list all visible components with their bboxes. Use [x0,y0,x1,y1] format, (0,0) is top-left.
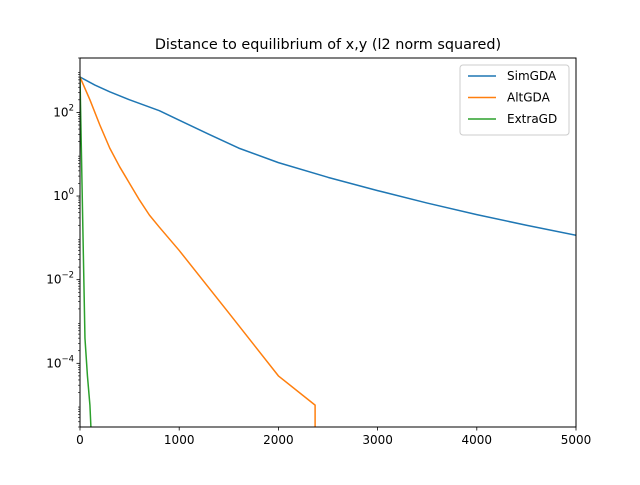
legend-box [459,64,570,136]
legend: SimGDA AltGDA ExtraGD [459,64,570,136]
series-line-extragd [80,77,92,427]
series-layer [80,76,576,427]
x-axis: 0 1000 2000 3000 4000 5000 [76,427,591,447]
x-tick-label: 3000 [362,433,393,447]
y-tick-label: 10−2 [46,271,74,287]
y-axis: 102 100 10−2 10−4 [46,57,80,428]
x-tick-label: 1000 [164,433,195,447]
x-tick-label: 5000 [561,433,592,447]
chart-title: Distance to equilibrium of x,y (l2 norm … [155,37,501,53]
x-tick-label: 0 [76,433,84,447]
y-tick-label: 10−4 [46,354,74,370]
series-line-simgda [80,76,576,237]
legend-label-altgda: AltGDA [507,91,551,105]
legend-label-simgda: SimGDA [507,69,557,83]
legend-label-extragd: ExtraGD [507,112,557,126]
x-tick-label: 2000 [263,433,294,447]
y-tick-label: 100 [53,187,74,203]
series-line-altgda [80,76,316,427]
y-tick-label: 102 [53,103,74,119]
plot-frame [79,57,577,428]
x-tick-label: 4000 [462,433,493,447]
